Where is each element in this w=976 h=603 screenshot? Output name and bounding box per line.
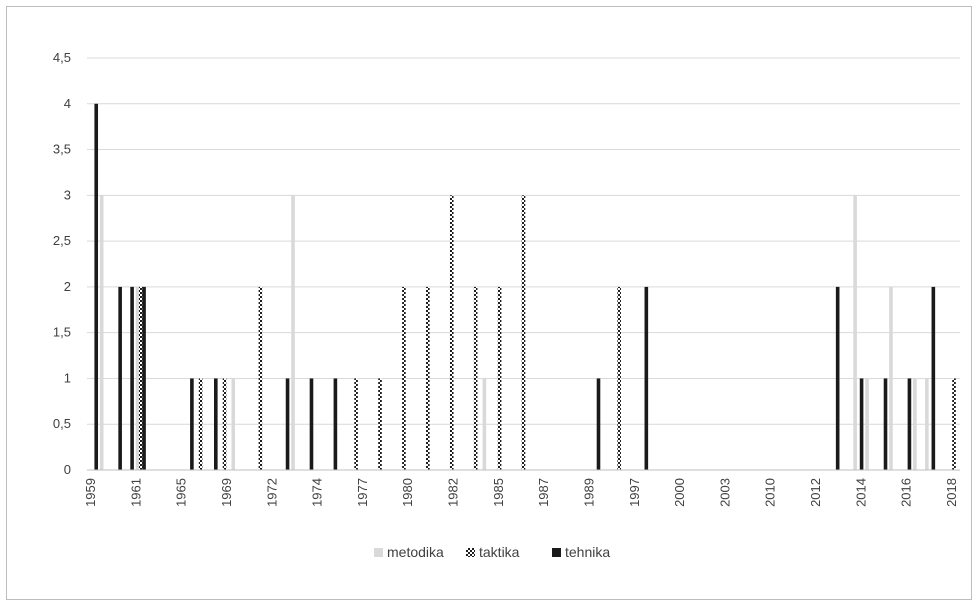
legend-swatch-tehnika bbox=[552, 548, 561, 557]
x-tick-label: 2000 bbox=[672, 478, 687, 507]
y-tick-label: 0 bbox=[64, 462, 71, 477]
x-tick-label: 1987 bbox=[536, 478, 551, 507]
x-tick-label: 1997 bbox=[627, 478, 642, 507]
bar-tehnika bbox=[190, 378, 194, 470]
bar-tehnika bbox=[859, 378, 864, 470]
y-tick-label: 2,5 bbox=[53, 233, 71, 248]
x-tick-label: 1972 bbox=[264, 478, 279, 507]
x-tick-label: 1980 bbox=[400, 478, 415, 507]
bar-tehnika bbox=[214, 378, 218, 470]
bar-taktika bbox=[952, 378, 956, 470]
bar-metodika bbox=[853, 195, 857, 471]
x-tick-label: 1989 bbox=[581, 478, 596, 507]
bar-taktika bbox=[139, 286, 143, 470]
x-tick-label: 2014 bbox=[853, 478, 868, 507]
x-tick-label: 1965 bbox=[174, 478, 189, 507]
bar-taktika bbox=[354, 378, 358, 470]
x-tick-label: 1974 bbox=[310, 478, 325, 507]
chart-frame bbox=[6, 6, 972, 600]
bar-tehnika bbox=[883, 378, 888, 470]
bar-tehnika bbox=[309, 378, 314, 470]
bar-metodika bbox=[482, 378, 487, 470]
bar-metodika bbox=[231, 378, 236, 470]
x-axis-ticks: 1959 1961 1965 1969 1972 1974 1977 1980 1982 1985… bbox=[83, 478, 959, 507]
bar-tehnika bbox=[835, 286, 840, 470]
legend-swatch-metodika bbox=[374, 548, 383, 557]
legend-label-taktika: taktika bbox=[479, 544, 520, 560]
bar-taktika bbox=[521, 195, 526, 471]
bar-taktika bbox=[497, 286, 502, 470]
bar-tehnika bbox=[142, 286, 146, 470]
legend-swatch-taktika bbox=[466, 548, 475, 557]
bar-metodika bbox=[913, 378, 917, 470]
y-tick-label: 1 bbox=[64, 370, 71, 385]
x-tick-label: 1959 bbox=[83, 478, 98, 507]
bar-taktika bbox=[198, 378, 203, 470]
bar-metodika bbox=[135, 286, 140, 470]
y-tick-label: 4,5 bbox=[53, 50, 71, 65]
bar-taktika bbox=[449, 195, 454, 471]
bar-tehnika bbox=[118, 286, 122, 470]
x-tick-label: 2010 bbox=[763, 478, 778, 507]
x-tick-label: 2003 bbox=[717, 478, 732, 507]
bar-metodika bbox=[889, 286, 893, 470]
bars bbox=[94, 103, 956, 471]
legend: metodika taktika tehnika bbox=[374, 544, 610, 560]
y-tick-label: 4 bbox=[64, 96, 71, 111]
bar-taktika bbox=[473, 286, 478, 470]
x-tick-label: 2016 bbox=[899, 478, 914, 507]
bar-tehnika bbox=[285, 378, 290, 470]
x-tick-label: 1969 bbox=[219, 478, 234, 507]
bar-taktika bbox=[402, 286, 406, 470]
bar-taktika bbox=[378, 378, 382, 470]
x-tick-label: 1985 bbox=[491, 478, 506, 507]
bar-tehnika bbox=[907, 378, 912, 470]
bar-tehnika bbox=[333, 378, 338, 470]
bar-taktika bbox=[617, 286, 621, 470]
bar-tehnika bbox=[94, 103, 99, 471]
bar-metodika bbox=[291, 195, 295, 471]
legend-label-tehnika: tehnika bbox=[565, 544, 610, 560]
y-tick-label: 0,5 bbox=[53, 416, 71, 431]
legend-label-metodika: metodika bbox=[387, 544, 444, 560]
bar-metodika bbox=[99, 195, 104, 471]
bar-tehnika bbox=[596, 378, 601, 470]
bar-taktika bbox=[426, 286, 430, 470]
x-tick-label: 1961 bbox=[128, 478, 143, 507]
bar-taktika bbox=[258, 286, 263, 470]
y-tick-label: 2 bbox=[64, 279, 71, 294]
x-tick-label: 1977 bbox=[355, 478, 370, 507]
y-axis-ticks: 0 0,5 1 1,5 2 2,5 3 3,5 4 4,5 bbox=[53, 50, 71, 477]
y-tick-label: 1,5 bbox=[53, 325, 71, 340]
bar-metodika bbox=[925, 378, 929, 470]
bar-metodika bbox=[865, 378, 869, 470]
y-tick-label: 3 bbox=[64, 187, 71, 202]
bar-taktika bbox=[222, 378, 227, 470]
x-tick-label: 1982 bbox=[446, 478, 461, 507]
bar-tehnika bbox=[644, 286, 649, 470]
bar-tehnika bbox=[130, 286, 134, 470]
x-tick-label: 2012 bbox=[808, 478, 823, 507]
x-tick-label: 2018 bbox=[944, 478, 959, 507]
y-tick-label: 3,5 bbox=[53, 142, 71, 157]
bar-tehnika bbox=[931, 286, 936, 470]
